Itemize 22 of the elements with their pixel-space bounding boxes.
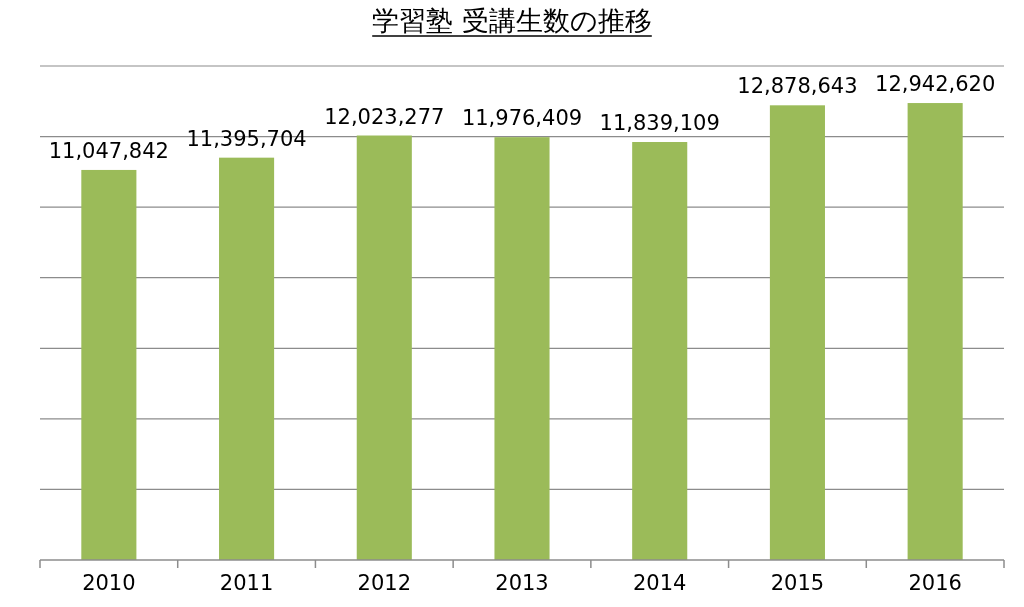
chart-title: 学習塾 受講生数の推移: [372, 5, 652, 36]
data-label: 12,878,643: [737, 74, 858, 99]
x-tick-label: 2013: [495, 571, 549, 595]
data-label: 11,047,842: [48, 138, 169, 163]
bar: [632, 142, 688, 560]
bar: [356, 135, 412, 560]
data-label: 11,395,704: [186, 126, 307, 151]
bar: [907, 103, 963, 560]
x-tick-label: 2010: [82, 571, 136, 595]
x-tick-label: 2015: [770, 571, 825, 595]
data-label: 12,942,620: [875, 72, 996, 97]
data-label: 11,976,409: [461, 106, 583, 131]
x-tick-label: 2011: [219, 571, 274, 595]
bar: [494, 137, 550, 560]
bar: [769, 105, 825, 560]
x-tick-label: 2016: [908, 571, 962, 595]
data-label: 11,839,109: [599, 111, 720, 136]
bar: [81, 169, 137, 560]
x-tick-label: 2012: [357, 571, 412, 595]
bar: [219, 157, 275, 560]
x-tick-label: 2014: [632, 571, 687, 595]
data-label: 12,023,277: [324, 104, 445, 129]
